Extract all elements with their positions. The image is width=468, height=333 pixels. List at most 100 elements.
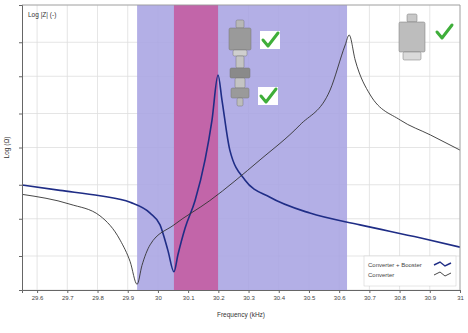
chart-svg: 29.6 29.7 29.8 29.9 30 30.1 30.2 30.3 30.4 30.5 30… bbox=[0, 0, 468, 333]
x-tick-label: 29.6 bbox=[32, 295, 44, 301]
x-axis-title: Frequency (kHz) bbox=[217, 311, 265, 319]
x-tick-label: 29.9 bbox=[122, 295, 134, 301]
icon-part bbox=[403, 52, 421, 60]
icon-part bbox=[233, 50, 247, 56]
legend-label: Converter bbox=[368, 272, 394, 278]
x-tick: 30.4 bbox=[273, 290, 285, 301]
x-tick-mark bbox=[158, 290, 159, 293]
x-axis-line bbox=[23, 291, 461, 294]
x-tick-mark bbox=[309, 290, 310, 293]
x-tick-mark bbox=[128, 290, 129, 293]
y-tick-mark bbox=[19, 5, 22, 6]
x-tick-mark bbox=[279, 290, 280, 293]
component-icon bbox=[399, 14, 425, 60]
chart-container: 29.6 29.7 29.8 29.9 30 30.1 30.2 30.3 30.4 30.5 30… bbox=[0, 0, 468, 333]
y-axis-line bbox=[19, 6, 23, 291]
x-tick-mark bbox=[460, 290, 461, 293]
component-icon bbox=[229, 20, 251, 106]
x-tick-label: 30.2 bbox=[213, 295, 225, 301]
x-tick: 30.7 bbox=[364, 290, 376, 301]
grid-line-x bbox=[460, 5, 461, 290]
y-tick-mark bbox=[19, 114, 22, 115]
x-tick-label: 30.7 bbox=[364, 295, 376, 301]
y-tick-mark bbox=[19, 42, 22, 43]
check-stroke bbox=[261, 89, 276, 102]
plot-area: 29.6 29.7 29.8 29.9 30 30.1 30.2 30.3 30.4 30.5 30… bbox=[19, 5, 464, 301]
icon-part bbox=[229, 28, 251, 50]
x-axis: 29.6 29.7 29.8 29.9 30 30.1 30.2 30.3 30.4 30.5 30… bbox=[23, 290, 465, 301]
legend-label: Converter + Booster bbox=[368, 262, 422, 268]
y-tick bbox=[19, 148, 22, 149]
icon-part bbox=[236, 20, 244, 28]
frequency-band bbox=[137, 5, 347, 290]
y-tick bbox=[19, 185, 22, 186]
y-tick bbox=[19, 290, 22, 291]
check-background bbox=[258, 87, 278, 105]
grid-line-x bbox=[37, 5, 38, 290]
frame-right bbox=[460, 5, 461, 290]
x-tick: 30.9 bbox=[424, 290, 436, 301]
frame-top bbox=[22, 5, 460, 6]
icon-part bbox=[231, 88, 249, 98]
marks bbox=[22, 5, 460, 290]
x-tick-label: 30.1 bbox=[183, 295, 195, 301]
check-stroke bbox=[263, 33, 278, 46]
y-tick bbox=[19, 76, 22, 77]
x-tick-label: 29.8 bbox=[92, 295, 104, 301]
chart-title: Log |Z| (-) bbox=[28, 11, 56, 19]
x-tick-mark bbox=[400, 290, 401, 293]
y-tick-mark bbox=[19, 76, 22, 77]
x-tick-mark bbox=[98, 290, 99, 293]
y-tick-mark bbox=[19, 219, 22, 220]
x-tick-label: 29.7 bbox=[62, 295, 74, 301]
x-tick-label: 30.3 bbox=[243, 295, 255, 301]
plot-background bbox=[22, 5, 460, 290]
grid bbox=[22, 5, 460, 290]
icon-part bbox=[237, 98, 243, 106]
check-background bbox=[434, 23, 454, 41]
check-stroke bbox=[437, 25, 452, 38]
y-tick bbox=[19, 256, 22, 257]
x-tick-mark bbox=[369, 290, 370, 293]
x-tick-mark bbox=[249, 290, 250, 293]
series-line bbox=[22, 35, 460, 284]
y-axis bbox=[19, 6, 23, 291]
icon-part bbox=[230, 68, 250, 78]
x-tick: 31 bbox=[457, 290, 464, 301]
x-tick: 30.5 bbox=[304, 290, 316, 301]
x-tick: 29.9 bbox=[122, 290, 134, 301]
x-tick-mark bbox=[188, 290, 189, 293]
check-mark bbox=[258, 87, 278, 105]
x-tick: 30.6 bbox=[334, 290, 346, 301]
x-tick-mark bbox=[218, 290, 219, 293]
legend-box bbox=[364, 256, 456, 286]
icons bbox=[229, 14, 454, 106]
x-tick-mark bbox=[430, 290, 431, 293]
x-tick: 30.1 bbox=[183, 290, 195, 301]
x-tick: 30.2 bbox=[213, 290, 225, 301]
icon-part bbox=[407, 14, 417, 22]
x-tick-label: 30.9 bbox=[424, 295, 436, 301]
x-tick-mark bbox=[37, 290, 38, 293]
legend-swatch bbox=[434, 272, 451, 276]
x-tick: 30.3 bbox=[243, 290, 255, 301]
y-tick bbox=[19, 42, 22, 43]
x-tick-label: 30.5 bbox=[304, 295, 316, 301]
y-tick-mark bbox=[19, 148, 22, 149]
x-tick-mark bbox=[339, 290, 340, 293]
y-tick-mark bbox=[19, 290, 22, 291]
x-tick-label: 30.4 bbox=[273, 295, 285, 301]
x-tick: 29.7 bbox=[62, 290, 74, 301]
x-tick-label: 30.6 bbox=[334, 295, 346, 301]
x-tick: 29.8 bbox=[92, 290, 104, 301]
icon-part bbox=[399, 22, 425, 52]
y-tick bbox=[19, 5, 22, 6]
series-line bbox=[22, 75, 460, 272]
legend-swatch bbox=[434, 262, 451, 266]
grid-line-x bbox=[97, 5, 98, 290]
grid-line-x bbox=[127, 5, 128, 290]
check-mark bbox=[434, 23, 454, 41]
x-tick: 30 bbox=[155, 290, 162, 301]
y-axis-title: Log (Ω) bbox=[3, 137, 11, 159]
x-tick: 29.6 bbox=[32, 290, 44, 301]
